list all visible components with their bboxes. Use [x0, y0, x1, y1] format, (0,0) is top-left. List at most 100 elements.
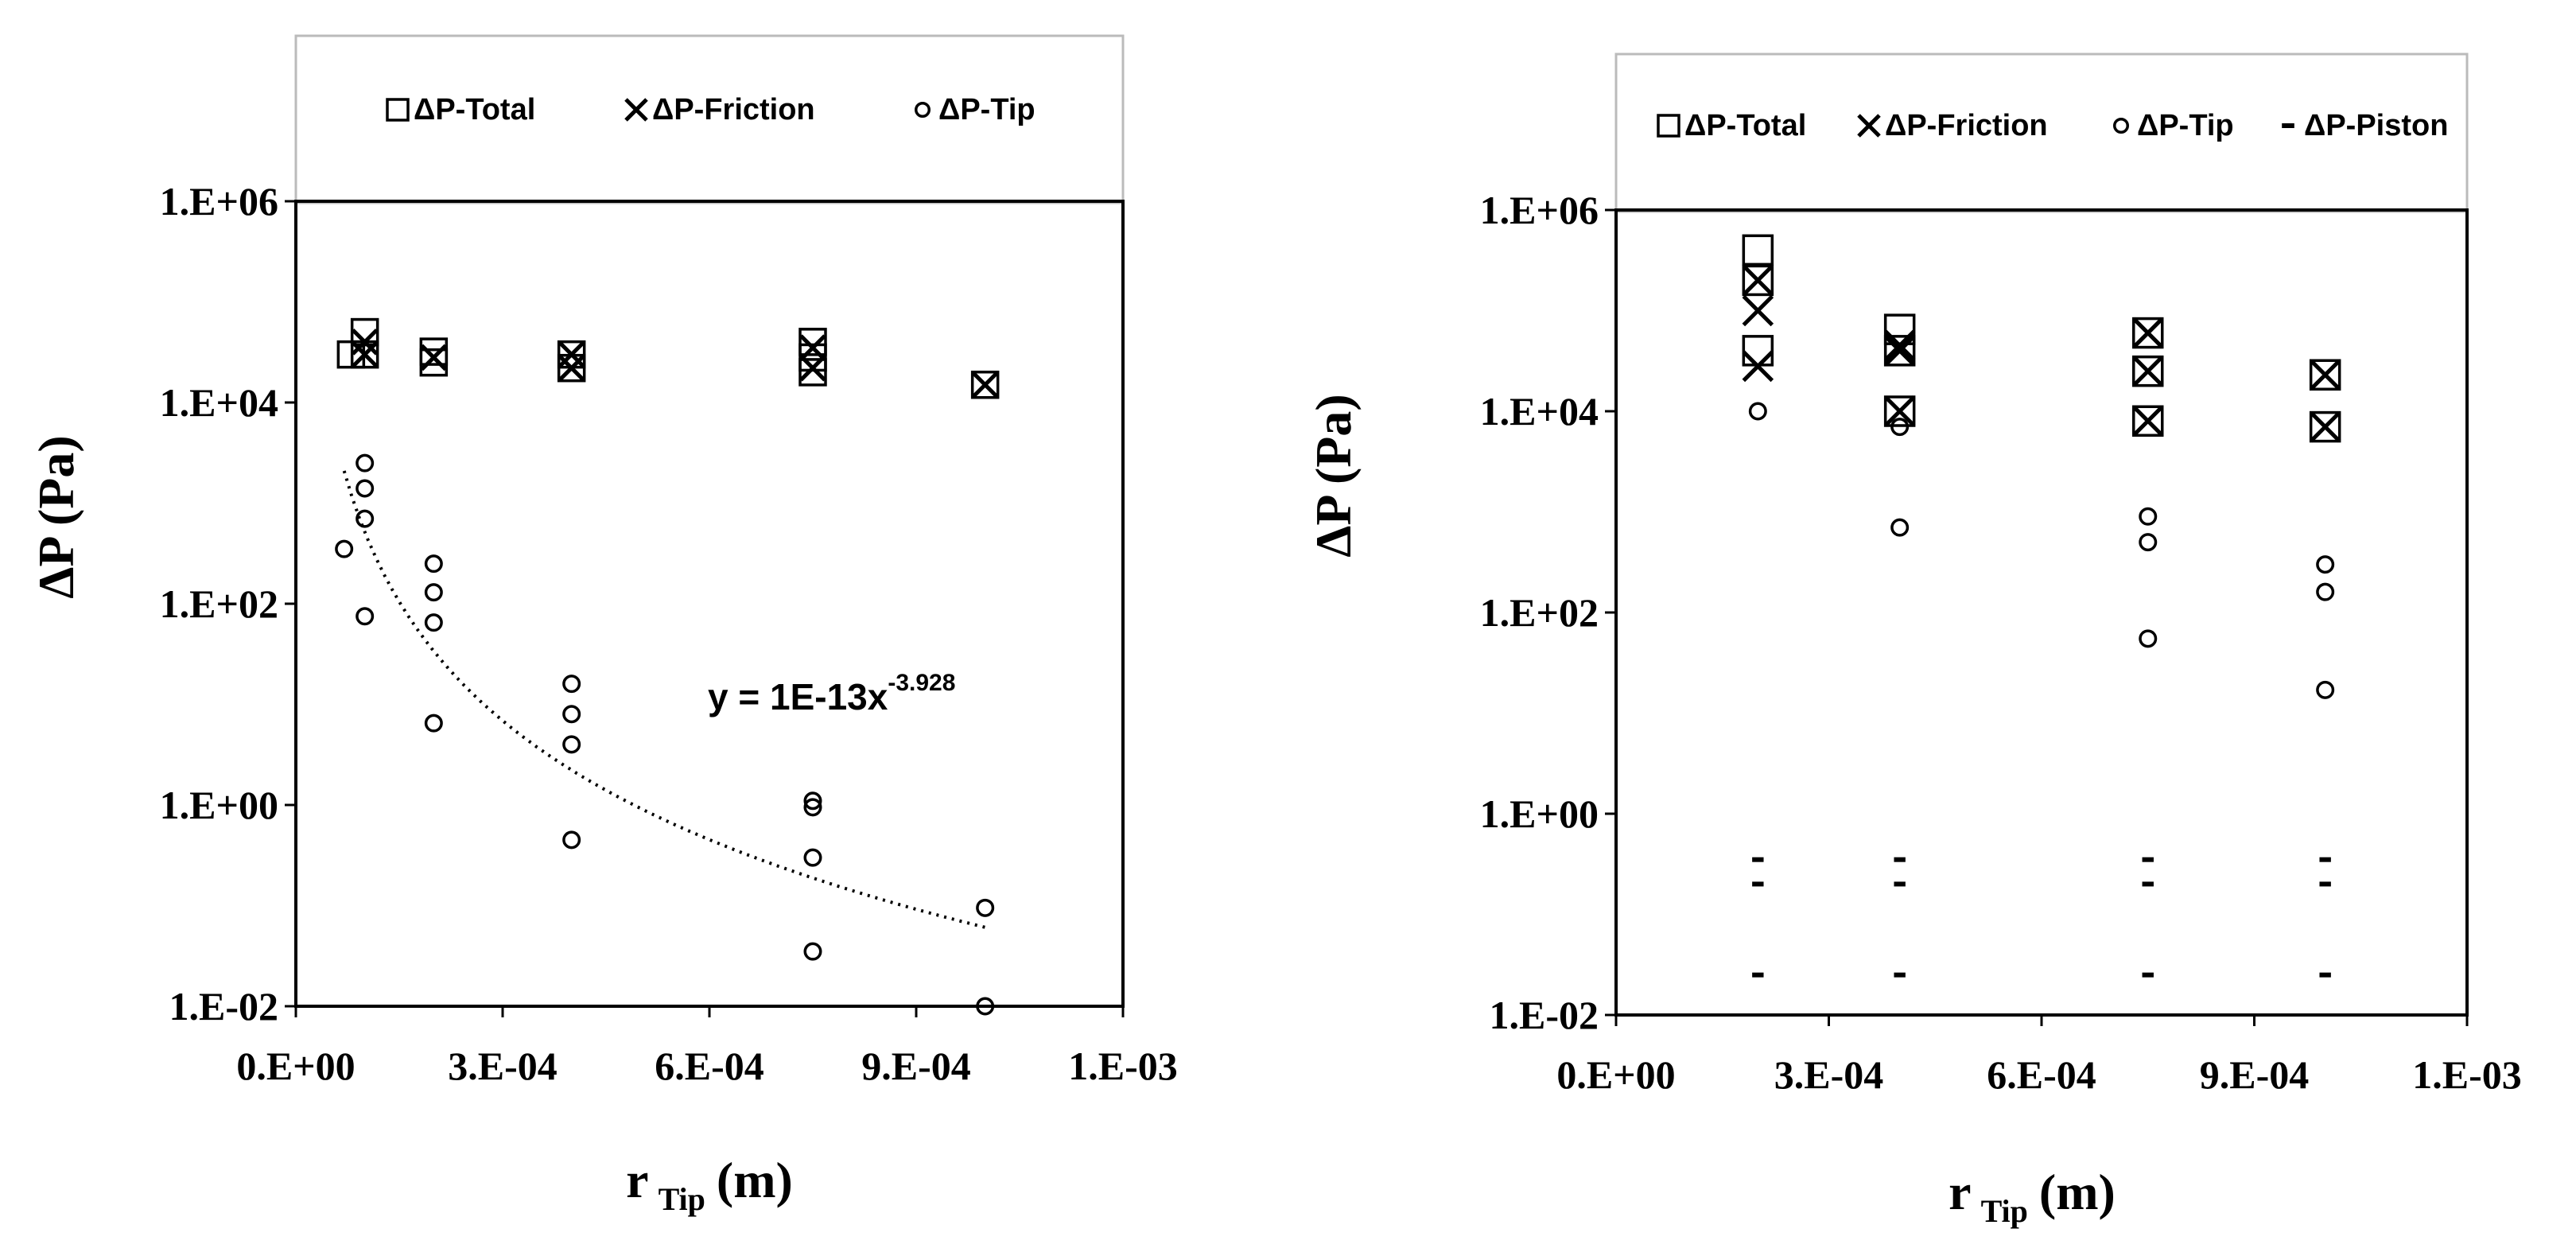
x-axis-label-right: r Tip (m) — [1949, 1164, 2116, 1229]
legend-label: ΔP-Total — [1684, 109, 1806, 142]
legend-marker-circle — [2113, 118, 2129, 134]
data-point-circle — [356, 453, 375, 472]
data-point-square — [1883, 395, 1916, 427]
data-point-circle — [356, 607, 375, 626]
y-tick-label: 1.E+04 — [160, 380, 278, 425]
data-point-square — [1742, 234, 1774, 266]
data-point-x — [351, 340, 379, 368]
data-point-x — [1742, 350, 1774, 383]
data-point-x — [351, 329, 379, 356]
data-point-dash — [1752, 857, 1764, 862]
data-point-dash — [1894, 857, 1906, 862]
data-point-circle — [562, 675, 581, 694]
y-tick-label: 1.E+00 — [160, 783, 278, 827]
x-tick-label: 6.E-04 — [655, 1044, 764, 1088]
data-point-x — [1883, 395, 1916, 427]
legend-marker-square — [1657, 114, 1680, 138]
data-point-dash — [2319, 857, 2331, 862]
legend-left: ΔP-Total ΔP-Friction ΔP-Tip — [386, 93, 1035, 126]
axis-ticks-right: 1.E+06 1.E+04 1.E+02 1.E+00 1.E-02 0.E+00 3.E-… — [1480, 188, 2522, 1097]
chart-right: ΔP-Total ΔP-Friction ΔP-Tip ΔP-Piston 1.E+0… — [1305, 52, 2522, 1229]
data-point-x — [2131, 405, 2164, 437]
data-point-dash — [1894, 881, 1906, 887]
data-point-x — [420, 344, 448, 371]
data-point-x — [2309, 359, 2341, 391]
x-tick-label: 0.E+00 — [1556, 1052, 1675, 1097]
y-tick-label: 1.E+06 — [160, 179, 278, 224]
legend-label: ΔP-Piston — [2304, 109, 2448, 142]
data-point-square — [2132, 355, 2164, 387]
x-tick-label: 1.E-03 — [2412, 1052, 2522, 1097]
plot-area-right — [1614, 208, 2469, 1017]
data-point-square — [1883, 335, 1916, 367]
data-point-x — [1742, 294, 1774, 327]
data-point-circle — [2316, 582, 2335, 601]
y-tick-label: 1.E+04 — [1480, 389, 1599, 434]
data-point-square — [350, 317, 379, 347]
legend-label: ΔP-Total — [414, 93, 535, 126]
data-point-circle — [1890, 418, 1910, 437]
y-axis-label-right: ΔP (Pa) — [1305, 394, 1362, 557]
data-point-square — [970, 370, 1000, 399]
legend-right: ΔP-Total ΔP-Friction ΔP-Tip ΔP-Piston — [1657, 109, 2448, 142]
data-point-circle — [976, 898, 995, 917]
y-axis-label-left: ΔP (Pa) — [28, 435, 84, 598]
data-point-circle — [976, 997, 995, 1016]
data-point-circle — [803, 848, 822, 867]
chart-left: ΔP-Total ΔP-Friction ΔP-Tip 1.E+06 1.E+04 1.… — [28, 34, 1178, 1217]
data-point-circle — [562, 735, 581, 754]
data-point-x — [2131, 317, 2164, 349]
data-points-left — [335, 317, 1000, 1016]
data-point-square — [798, 358, 827, 387]
x-tick-label: 9.E-04 — [861, 1044, 971, 1088]
data-point-circle — [335, 539, 354, 558]
legend-label: ΔP-Friction — [652, 93, 815, 126]
y-tick-label: 1.E-02 — [169, 984, 279, 1029]
data-point-circle — [2316, 680, 2335, 699]
data-point-circle — [424, 583, 443, 602]
data-point-x — [2309, 410, 2341, 443]
data-point-circle — [2139, 629, 2158, 648]
data-point-square — [2132, 405, 2164, 437]
data-point-square — [2309, 410, 2341, 443]
x-tick-label: 3.E-04 — [1774, 1052, 1884, 1097]
data-point-x — [1883, 329, 1916, 362]
data-point-circle — [2139, 507, 2158, 526]
data-point-x — [2131, 355, 2164, 387]
data-point-dash — [2319, 972, 2331, 978]
data-point-x — [1742, 264, 1774, 297]
legend-marker-square — [386, 98, 410, 122]
x-tick-label: 6.E-04 — [1987, 1052, 2096, 1097]
data-point-square — [2132, 317, 2164, 349]
data-point-dash — [2319, 881, 2331, 887]
axis-ticks-left: 1.E+06 1.E+04 1.E+02 1.E+00 1.E-02 0.E+00 3.E-… — [160, 179, 1178, 1088]
data-points-right — [1742, 234, 2341, 978]
data-point-dash — [2142, 881, 2154, 887]
data-point-dash — [1752, 881, 1764, 887]
data-point-x — [799, 354, 826, 382]
data-point-circle — [803, 791, 822, 811]
legend-marker-x — [624, 98, 648, 122]
data-point-x — [971, 371, 999, 399]
x-tick-label: 3.E-04 — [448, 1044, 558, 1088]
data-point-square — [1742, 264, 1774, 297]
x-tick-label: 0.E+00 — [236, 1044, 355, 1088]
data-point-square — [1742, 335, 1774, 367]
legend-label: ΔP-Tip — [938, 93, 1035, 126]
data-point-circle — [356, 509, 375, 528]
x-tick-label: 9.E-04 — [2200, 1052, 2310, 1097]
legend-marker-circle — [915, 102, 931, 118]
x-tick-label: 1.E-03 — [1068, 1044, 1178, 1088]
data-point-square — [798, 328, 827, 356]
data-point-circle — [803, 942, 822, 961]
trendline-curve — [342, 470, 986, 929]
data-point-circle — [2316, 555, 2335, 574]
data-point-dash — [2142, 972, 2154, 978]
data-point-circle — [424, 613, 443, 632]
legend-marker-dash — [2282, 123, 2294, 128]
data-point-square — [419, 348, 449, 377]
data-point-dash — [1752, 972, 1764, 978]
data-point-square — [2309, 359, 2341, 391]
data-point-circle — [424, 554, 443, 574]
